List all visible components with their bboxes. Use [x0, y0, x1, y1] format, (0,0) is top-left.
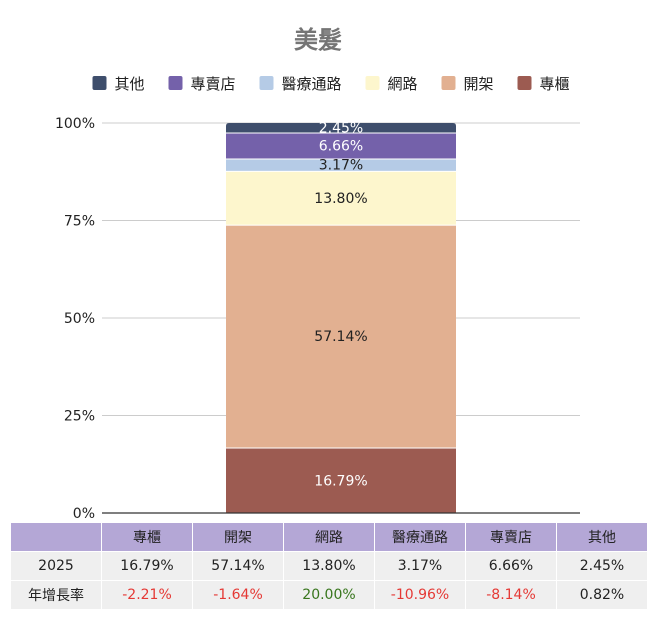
table-header-cell: 網路	[283, 522, 375, 552]
data-labels: 16.79% 57.14% 13.80% 3.17% 6.66% 2.45%	[314, 121, 367, 490]
table-row-label: 年增長率	[10, 580, 102, 610]
y-tick-label: 50%	[64, 311, 95, 327]
table-cell: 2.45%	[556, 551, 648, 581]
legend-swatch	[441, 76, 456, 90]
table-cell: -1.64%	[192, 580, 284, 610]
legend-swatch	[168, 76, 183, 90]
y-tick-label: 75%	[64, 214, 95, 230]
table-header-cell: 專賣店	[465, 522, 557, 552]
bar-segment	[226, 122, 456, 133]
legend-swatch	[259, 76, 274, 90]
table-row: 年增長率 -2.21% -1.64% 20.00% -10.96% -8.14% 0.82%	[10, 580, 648, 610]
table-corner-cell	[10, 522, 102, 552]
legend-label: 專賣店	[191, 75, 236, 93]
table-cell: 13.80%	[283, 551, 375, 581]
data-label: 13.80%	[314, 191, 367, 207]
data-label: 16.79%	[314, 473, 367, 489]
data-label: 6.66%	[319, 139, 363, 155]
bar-segment	[226, 171, 456, 225]
bar-segments	[226, 122, 456, 513]
y-tick-label: 100%	[55, 116, 95, 132]
table-header-cell: 專櫃	[101, 522, 193, 552]
table-cell: 16.79%	[101, 551, 193, 581]
legend-label: 專櫃	[540, 75, 570, 93]
chart-title: 美髮	[294, 26, 342, 54]
data-label: 2.45%	[319, 121, 363, 137]
legend-swatch	[92, 76, 107, 90]
table-cell: 20.00%	[283, 580, 375, 610]
table-cell: 0.82%	[556, 580, 648, 610]
legend-label: 網路	[388, 75, 418, 93]
table-header-row: 專櫃 開架 網路 醫療通路 專賣店 其他	[10, 522, 648, 552]
table-cell: 3.17%	[374, 551, 466, 581]
table-cell: -2.21%	[101, 580, 193, 610]
legend-label: 醫療通路	[282, 75, 342, 93]
bar-segment	[226, 133, 456, 159]
y-tick-label: 25%	[64, 409, 95, 425]
data-label: 57.14%	[314, 329, 367, 345]
legend-swatch	[517, 76, 532, 90]
y-tick-label: 0%	[73, 506, 95, 522]
y-axis-ticks: 0% 25% 50% 75% 100%	[55, 116, 95, 522]
table-cell: -10.96%	[374, 580, 466, 610]
table-header-cell: 醫療通路	[374, 522, 466, 552]
table-row: 2025 16.79% 57.14% 13.80% 3.17% 6.66% 2.45%	[10, 551, 648, 581]
legend-label: 其他	[115, 75, 145, 93]
stacked-bar-chart: 美髮 其他 專賣店 醫療通路 網路 開架 專櫃 0% 25% 50% 75% 100% 16.79…	[55, 26, 580, 522]
table-cell: -8.14%	[465, 580, 557, 610]
bar-segment	[226, 225, 456, 448]
table-cell: 6.66%	[465, 551, 557, 581]
data-label: 3.17%	[319, 158, 363, 174]
table-header-cell: 開架	[192, 522, 284, 552]
bar-segment	[226, 159, 456, 171]
legend-swatch	[365, 76, 380, 90]
chart-legend: 其他 專賣店 醫療通路 網路 開架 專櫃	[92, 75, 570, 93]
data-table: 專櫃 開架 網路 醫療通路 專賣店 其他 2025 16.79% 57.14% 13.80% 3.…	[10, 522, 648, 610]
table-body: 2025 16.79% 57.14% 13.80% 3.17% 6.66% 2.45% 年增長…	[10, 551, 648, 610]
bar-segment	[226, 448, 456, 513]
legend-label: 開架	[464, 75, 494, 93]
table-cell: 57.14%	[192, 551, 284, 581]
table-header-cell: 其他	[556, 522, 648, 552]
table-row-label: 2025	[10, 551, 102, 581]
